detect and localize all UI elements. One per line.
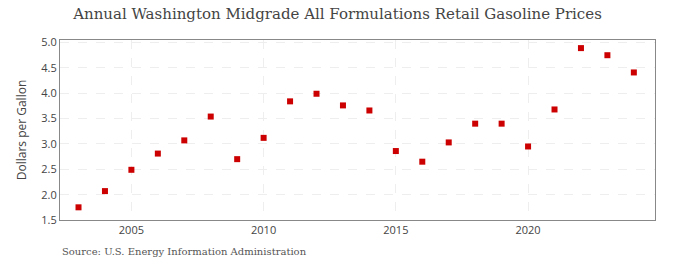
svg-text:2015: 2015 <box>383 222 408 237</box>
svg-text:3.0: 3.0 <box>41 136 56 151</box>
svg-text:5.0: 5.0 <box>41 34 56 49</box>
svg-text:Dollars per Gallon: Dollars per Gallon <box>13 80 30 181</box>
svg-text:2.0: 2.0 <box>41 187 56 202</box>
svg-text:2020: 2020 <box>515 222 540 237</box>
svg-text:2.5: 2.5 <box>41 161 56 176</box>
svg-text:4.5: 4.5 <box>41 60 56 75</box>
svg-text:1.5: 1.5 <box>41 212 56 227</box>
svg-text:4.0: 4.0 <box>41 85 56 100</box>
svg-text:2010: 2010 <box>251 222 276 237</box>
svg-text:Annual Washington Midgrade All: Annual Washington Midgrade All Formulati… <box>72 5 602 23</box>
svg-text:Source: U.S. Energy Informatio: Source: U.S. Energy Information Administ… <box>62 246 307 257</box>
svg-text:2005: 2005 <box>119 222 144 237</box>
svg-text:3.5: 3.5 <box>41 110 56 125</box>
